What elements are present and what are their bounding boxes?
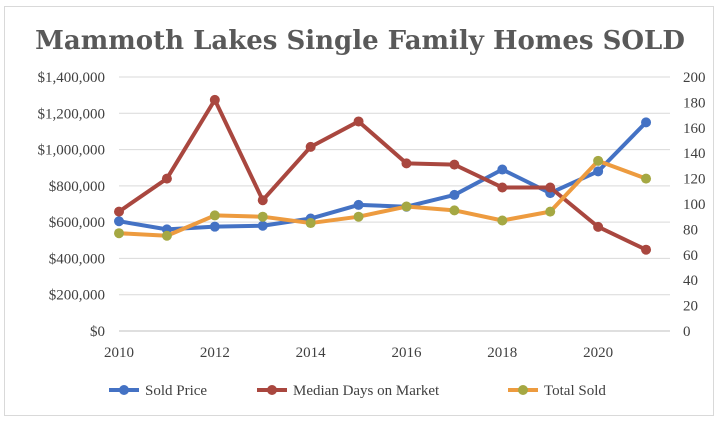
right-tick-label: 80	[683, 222, 698, 238]
legend-swatch-marker	[267, 385, 277, 395]
legend-swatch-marker	[119, 385, 129, 395]
median-days-on-market-point	[305, 141, 316, 152]
right-tick-label: 20	[683, 299, 698, 315]
x-axis-ticks: 2010 2012 2014 2016 2018 2020	[104, 345, 613, 361]
legend-label: Total Sold	[544, 383, 606, 399]
right-tick-label: 160	[683, 121, 706, 137]
total-sold-point	[161, 230, 172, 241]
median-days-on-market-point	[161, 173, 172, 184]
left-tick-label: $0	[90, 324, 105, 340]
sold-price-point	[353, 199, 364, 210]
sold-price-point	[449, 189, 460, 200]
median-days-on-market-point	[209, 94, 220, 105]
total-sold-point	[401, 201, 412, 212]
legend-label: Median Days on Market	[293, 383, 440, 399]
total-sold-line	[117, 158, 649, 238]
legend-swatch-marker	[518, 385, 528, 395]
x-tick-label: 2010	[104, 345, 134, 361]
grid	[119, 76, 670, 332]
total-sold-point	[449, 205, 460, 216]
sold-price-point	[641, 117, 652, 128]
right-tick-label: 60	[683, 248, 698, 264]
chart: Mammoth Lakes Single Family Homes SOLD $…	[35, 26, 706, 399]
x-tick-label: 2016	[391, 345, 422, 361]
median-days-on-market-point	[641, 244, 652, 255]
left-tick-label: $1,400,000	[38, 70, 106, 86]
chart-title: Mammoth Lakes Single Family Homes SOLD	[35, 26, 685, 56]
right-tick-label: 140	[683, 146, 706, 162]
sold-price-point	[114, 216, 124, 227]
median-days-on-market-point	[401, 158, 412, 169]
right-tick-label: 120	[683, 172, 706, 188]
x-tick-label: 2014	[296, 345, 327, 361]
left-tick-label: $400,000	[49, 251, 105, 267]
x-tick-label: 2020	[583, 345, 613, 361]
total-sold-point	[641, 173, 652, 184]
left-tick-label: $1,000,000	[38, 143, 106, 159]
right-axis-ticks: 0 20 40 60 80 100 120 140 160 180 200	[683, 70, 706, 340]
right-tick-label: 180	[683, 95, 706, 111]
total-sold-point	[114, 228, 124, 239]
median-days-on-market-point	[353, 116, 364, 127]
total-sold-point	[353, 211, 364, 222]
total-sold-point	[305, 218, 316, 229]
right-tick-label: 200	[683, 70, 706, 86]
median-days-on-market-point	[545, 182, 556, 193]
right-tick-label: 40	[683, 273, 698, 289]
total-sold-point	[257, 211, 268, 222]
sold-price-line	[117, 120, 649, 232]
sold-price-point	[209, 221, 220, 232]
legend-label: Sold Price	[145, 383, 207, 399]
median-days-on-market-point	[497, 182, 508, 193]
total-sold-point	[497, 215, 508, 226]
left-tick-label: $600,000	[49, 215, 105, 231]
legend-item-sold-price: Sold Price	[109, 383, 207, 399]
legend-item-median-days-on-market: Median Days on Market	[257, 383, 440, 399]
left-tick-label: $200,000	[49, 288, 105, 304]
median-days-on-market-point	[257, 195, 268, 206]
median-days-on-market-point	[593, 221, 604, 232]
right-tick-label: 100	[683, 197, 706, 213]
total-sold-point	[209, 210, 220, 221]
x-tick-label: 2018	[487, 345, 517, 361]
total-sold-point	[545, 206, 556, 217]
series-layer	[114, 94, 652, 255]
legend-item-total-sold: Total Sold	[508, 383, 606, 399]
total-sold-point	[593, 155, 604, 166]
left-tick-label: $1,200,000	[38, 106, 106, 122]
sold-price-point	[593, 166, 604, 177]
left-axis-ticks: $0 $200,000 $400,000 $600,000 $800,000 $1,000…	[38, 70, 106, 340]
left-tick-label: $800,000	[49, 179, 105, 195]
right-tick-label: 0	[683, 324, 691, 340]
sold-price-point	[497, 164, 508, 175]
median-days-on-market-line	[117, 97, 649, 252]
median-days-on-market-point	[114, 206, 124, 217]
chart-frame: Mammoth Lakes Single Family Homes SOLD $…	[4, 6, 714, 416]
x-tick-label: 2012	[200, 345, 230, 361]
legend: Sold Price Median Days on Market Total Sol…	[109, 383, 606, 399]
sold-price-point	[257, 220, 268, 231]
median-days-on-market-point	[449, 159, 460, 170]
